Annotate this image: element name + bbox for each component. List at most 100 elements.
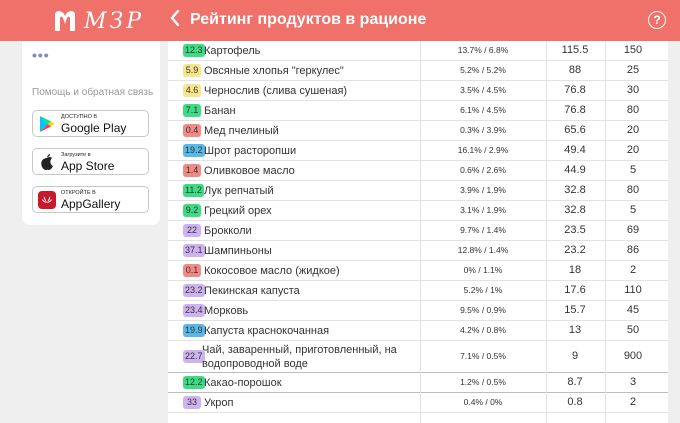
product-name[interactable]: Укроп	[204, 397, 234, 409]
product-name[interactable]: Мед пчелиный	[204, 125, 279, 137]
grams-value: 150	[623, 44, 643, 56]
product-name[interactable]: Морковь	[204, 305, 249, 317]
percent-value: 0.3% / 3.9%	[460, 125, 506, 135]
percent-value: 5.2% / 1%	[463, 285, 503, 295]
amount-value: 49.4	[564, 144, 586, 156]
grams-value: 2	[629, 264, 637, 276]
store-small-label: ДОСТУПНО В	[61, 114, 98, 120]
column-divider	[546, 41, 547, 423]
product-name[interactable]: Грецкий орех	[204, 205, 272, 217]
product-name[interactable]: Шрот расторопши	[204, 145, 297, 157]
product-name[interactable]: Лук репчатый	[204, 185, 274, 197]
store-small-label: ОТКРОЙТЕ В	[61, 190, 96, 196]
products-table: 12.3 Картофель 13.7% / 6.8% 115.5 150 5.9 Овся…	[168, 41, 668, 423]
product-name[interactable]: Банан	[204, 105, 236, 117]
amount-value: 15.7	[564, 304, 586, 316]
app-store-button[interactable]: Загрузите в App Store	[32, 148, 149, 175]
product-name[interactable]: Брокколи	[204, 225, 252, 237]
table-row[interactable]: 1.4 Оливковое масло 0.6% / 2.6% 44.9 5	[168, 161, 668, 181]
heart-logo-icon	[55, 11, 75, 31]
table-row[interactable]: 12.2 Какао-порошок 1.2% / 0.5% 8.7 3	[168, 373, 668, 393]
table-row[interactable]: 0.4 Мед пчелиный 0.3% / 3.9% 65.6 20	[168, 121, 668, 141]
google-play-button[interactable]: ДОСТУПНО В Google Play	[32, 110, 149, 137]
table-row[interactable]: 23.2 Пекинская капуста 5.2% / 1% 17.6 110	[168, 281, 668, 301]
product-name[interactable]: Чернослив (слива сушеная)	[204, 85, 348, 97]
grams-value: 20	[626, 124, 640, 136]
grams-value: 86	[626, 244, 640, 256]
table-row[interactable]: 9.2 Грецкий орех 3.1% / 1.9% 32.8 5	[168, 201, 668, 221]
amount-value: 65.6	[564, 124, 586, 136]
product-name[interactable]: Кокосовое масло (жидкое)	[204, 265, 340, 277]
sidebar: ••• Помощь и обратная связь ДОСТУПНО В G…	[22, 41, 160, 225]
grams-value: 900	[623, 350, 643, 362]
grams-value: 80	[626, 184, 640, 196]
table-row[interactable]: 23.4 Морковь 9.5% / 0.9% 15.7 45	[168, 301, 668, 321]
table-row[interactable]: 7.1 Банан 6.1% / 4.5% 76.8 80	[168, 101, 668, 121]
amount-value: 76.8	[564, 84, 586, 96]
score-badge: 12.3	[183, 44, 205, 57]
product-name[interactable]: Шампиньоны	[204, 245, 272, 257]
percent-value: 3.1% / 1.9%	[460, 205, 506, 215]
score-badge: 23.2	[183, 284, 205, 297]
percent-value: 5.2% / 5.2%	[460, 65, 506, 75]
table-row[interactable]: 37.1 Шампиньоны 12.8% / 1.4% 23.2 86	[168, 241, 668, 261]
back-chevron-icon[interactable]	[170, 9, 180, 32]
amount-value: 0.8	[567, 396, 583, 408]
amount-value: 18	[568, 264, 582, 276]
score-badge: 11.2	[183, 184, 204, 197]
grams-value: 45	[626, 304, 640, 316]
score-badge: 9.2	[183, 204, 201, 217]
percent-value: 0% / 1.1%	[463, 265, 503, 275]
table-row[interactable]: 4.6 Чернослив (слива сушеная) 3.5% / 4.5% 7…	[168, 81, 668, 101]
help-icon[interactable]: ?	[648, 11, 666, 29]
more-menu-icon[interactable]: •••	[32, 47, 50, 63]
huawei-icon	[38, 191, 56, 209]
table-row[interactable]: 5.9 Овсяные хлопья "геркулес" 5.2% / 5.2% 8…	[168, 61, 668, 81]
amount-value: 13	[568, 324, 582, 336]
app-gallery-button[interactable]: ОТКРОЙТЕ В AppGallery	[32, 186, 149, 213]
product-name[interactable]: Чай, заваренный, приготовленный, на водо…	[202, 344, 397, 370]
score-badge: 22.7	[183, 350, 205, 363]
logo[interactable]: МЗР	[52, 6, 144, 36]
product-name[interactable]: Овсяные хлопья "геркулес"	[204, 65, 344, 77]
amount-value: 8.7	[567, 376, 583, 388]
amount-value: 88	[568, 64, 582, 76]
percent-value: 3.9% / 1.9%	[460, 185, 506, 195]
table-row[interactable]: 33 Укроп 0.4% / 0% 0.8 2	[168, 393, 668, 413]
amount-value: 32.8	[564, 184, 586, 196]
help-feedback-link[interactable]: Помощь и обратная связь	[32, 87, 154, 98]
score-badge: 0.1	[183, 264, 201, 277]
table-row[interactable]: 22.7 Чай, заваренный, приготовленный, на …	[168, 341, 668, 373]
percent-value: 6.1% / 4.5%	[460, 105, 506, 115]
product-name[interactable]: Пекинская капуста	[204, 285, 300, 297]
amount-value: 44.9	[564, 164, 586, 176]
table-row[interactable]: 19.2 Шрот расторопши 16.1% / 2.9% 49.4 20	[168, 141, 668, 161]
product-name[interactable]: Оливковое масло	[204, 165, 295, 177]
column-divider	[420, 41, 421, 423]
percent-value: 9.5% / 0.9%	[460, 305, 506, 315]
table-row[interactable]: 22 Брокколи 9.7% / 1.4% 23.5 69	[168, 221, 668, 241]
apple-icon	[41, 154, 53, 170]
score-badge: 22	[183, 224, 201, 237]
table-row[interactable]: 0.1 Кокосовое масло (жидкое) 0% / 1.1% 18 2	[168, 261, 668, 281]
product-name[interactable]: Картофель	[204, 45, 261, 57]
percent-value: 0.4% / 0%	[463, 397, 503, 407]
table-row[interactable]: 19.9 Капуста краснокочанная 4.2% / 0.8% 13 5…	[168, 321, 668, 341]
product-name[interactable]: Капуста краснокочанная	[204, 325, 330, 337]
score-badge: 23.4	[183, 304, 205, 317]
product-name[interactable]: Какао-порошок	[204, 377, 282, 389]
grams-value: 110	[624, 284, 642, 296]
google-play-icon	[40, 116, 55, 132]
app-header: МЗР Рейтинг продуктов в рационе ?	[0, 0, 680, 41]
percent-value: 16.1% / 2.9%	[457, 145, 509, 155]
percent-value: 3.5% / 4.5%	[460, 85, 506, 95]
score-badge: 19.9	[183, 324, 205, 337]
grams-value: 20	[626, 144, 640, 156]
table-row[interactable]: 11.2 Лук репчатый 3.9% / 1.9% 32.8 80	[168, 181, 668, 201]
column-divider	[605, 41, 606, 423]
amount-value: 23.5	[564, 224, 586, 236]
score-badge: 5.9	[183, 64, 201, 77]
amount-value: 32.8	[564, 204, 586, 216]
store-name: AppGallery	[61, 197, 121, 211]
table-row[interactable]: 12.3 Картофель 13.7% / 6.8% 115.5 150	[168, 41, 668, 61]
